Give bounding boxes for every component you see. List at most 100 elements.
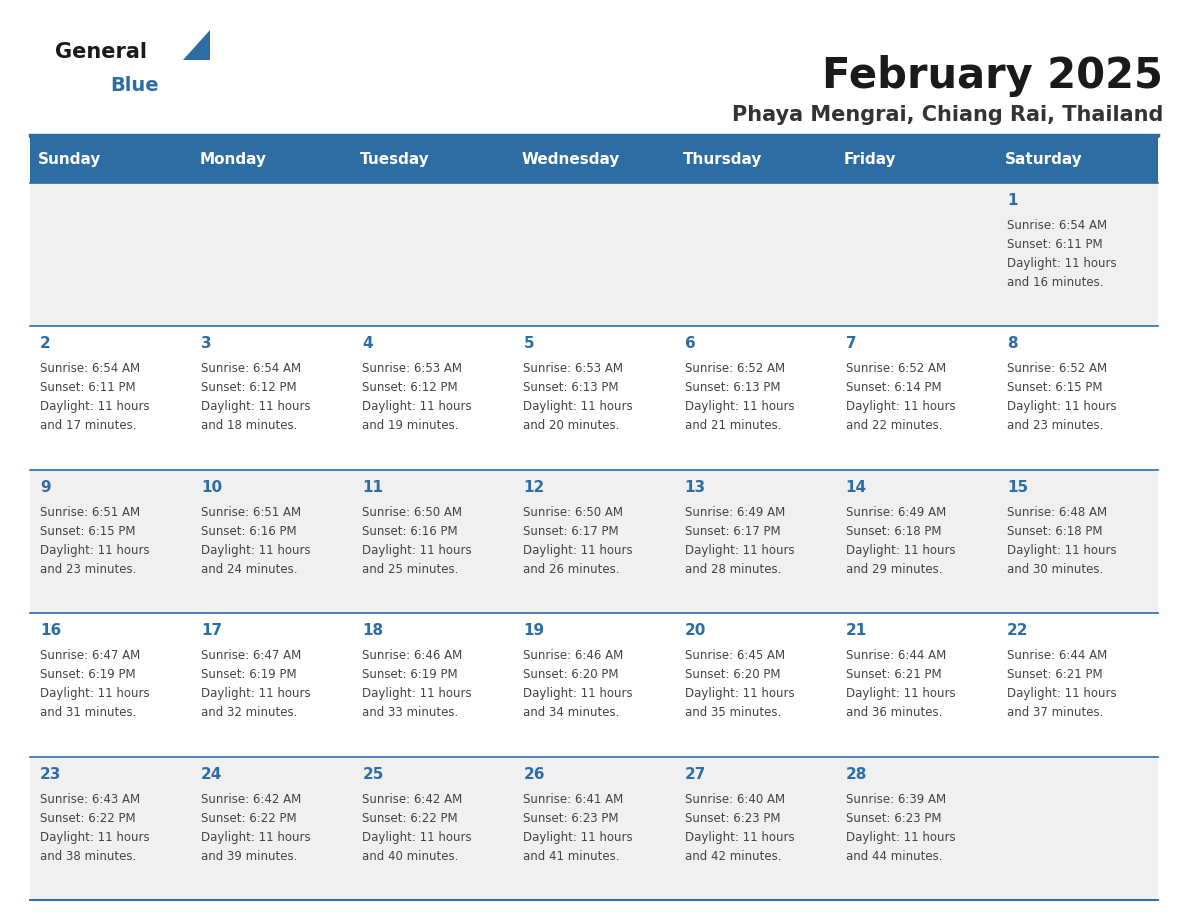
Text: 4: 4 (362, 336, 373, 352)
Bar (675, 137, 835, 183)
Text: 2: 2 (40, 336, 51, 352)
Text: 19: 19 (524, 623, 544, 638)
Text: Sunset: 6:23 PM: Sunset: 6:23 PM (524, 812, 619, 824)
Text: Daylight: 11 hours: Daylight: 11 hours (40, 400, 150, 413)
Text: Sunset: 6:21 PM: Sunset: 6:21 PM (846, 668, 941, 681)
Text: Daylight: 11 hours: Daylight: 11 hours (524, 831, 633, 844)
Text: Sunset: 6:20 PM: Sunset: 6:20 PM (684, 668, 781, 681)
Text: Daylight: 11 hours: Daylight: 11 hours (524, 543, 633, 557)
Text: Sunrise: 6:41 AM: Sunrise: 6:41 AM (524, 792, 624, 806)
Bar (835, 613, 997, 756)
Text: Sunset: 6:19 PM: Sunset: 6:19 PM (40, 668, 135, 681)
Bar (513, 327, 675, 470)
Text: and 42 minutes.: and 42 minutes. (684, 849, 781, 863)
Text: 13: 13 (684, 480, 706, 495)
Bar (30, 756, 191, 900)
Text: Daylight: 11 hours: Daylight: 11 hours (846, 831, 955, 844)
Bar (513, 756, 675, 900)
Text: 24: 24 (201, 767, 222, 781)
Text: Sunrise: 6:50 AM: Sunrise: 6:50 AM (524, 506, 624, 519)
Text: and 36 minutes.: and 36 minutes. (846, 706, 942, 719)
Text: 3: 3 (201, 336, 211, 352)
Bar (997, 183, 1158, 327)
Text: and 25 minutes.: and 25 minutes. (362, 563, 459, 576)
Bar (835, 470, 997, 613)
Text: Sunrise: 6:44 AM: Sunrise: 6:44 AM (1007, 649, 1107, 662)
Text: Sunrise: 6:52 AM: Sunrise: 6:52 AM (684, 363, 785, 375)
Text: Sunrise: 6:46 AM: Sunrise: 6:46 AM (524, 649, 624, 662)
Text: Sunrise: 6:44 AM: Sunrise: 6:44 AM (846, 649, 946, 662)
Text: Sunset: 6:19 PM: Sunset: 6:19 PM (362, 668, 457, 681)
Text: Sunrise: 6:52 AM: Sunrise: 6:52 AM (846, 363, 946, 375)
Text: Sunrise: 6:47 AM: Sunrise: 6:47 AM (201, 649, 302, 662)
Bar (675, 756, 835, 900)
Text: and 28 minutes.: and 28 minutes. (684, 563, 781, 576)
Text: 20: 20 (684, 623, 706, 638)
Text: Sunrise: 6:54 AM: Sunrise: 6:54 AM (201, 363, 302, 375)
Bar (675, 613, 835, 756)
Text: Daylight: 11 hours: Daylight: 11 hours (1007, 543, 1117, 557)
Bar (513, 137, 675, 183)
Text: 27: 27 (684, 767, 706, 781)
Text: 28: 28 (846, 767, 867, 781)
Text: Sunset: 6:12 PM: Sunset: 6:12 PM (362, 381, 457, 395)
Text: Sunset: 6:16 PM: Sunset: 6:16 PM (201, 525, 297, 538)
Text: Sunrise: 6:43 AM: Sunrise: 6:43 AM (40, 792, 140, 806)
Text: Daylight: 11 hours: Daylight: 11 hours (1007, 688, 1117, 700)
Text: Daylight: 11 hours: Daylight: 11 hours (1007, 257, 1117, 270)
Text: and 38 minutes.: and 38 minutes. (40, 849, 137, 863)
Bar (353, 470, 513, 613)
Text: 6: 6 (684, 336, 695, 352)
Text: and 18 minutes.: and 18 minutes. (201, 420, 297, 432)
Text: Sunrise: 6:54 AM: Sunrise: 6:54 AM (40, 363, 140, 375)
Bar (835, 183, 997, 327)
Text: 8: 8 (1007, 336, 1017, 352)
Text: Daylight: 11 hours: Daylight: 11 hours (362, 688, 472, 700)
Text: and 40 minutes.: and 40 minutes. (362, 849, 459, 863)
Text: Sunrise: 6:48 AM: Sunrise: 6:48 AM (1007, 506, 1107, 519)
Text: Sunset: 6:18 PM: Sunset: 6:18 PM (846, 525, 941, 538)
Text: and 21 minutes.: and 21 minutes. (684, 420, 781, 432)
Text: 25: 25 (362, 767, 384, 781)
Bar (191, 327, 353, 470)
Text: 22: 22 (1007, 623, 1029, 638)
Text: Sunrise: 6:54 AM: Sunrise: 6:54 AM (1007, 219, 1107, 232)
Bar (675, 183, 835, 327)
Text: Sunrise: 6:50 AM: Sunrise: 6:50 AM (362, 506, 462, 519)
Text: Sunrise: 6:49 AM: Sunrise: 6:49 AM (846, 506, 946, 519)
Text: 10: 10 (201, 480, 222, 495)
Text: Wednesday: Wednesday (522, 152, 620, 167)
Text: Sunset: 6:15 PM: Sunset: 6:15 PM (1007, 381, 1102, 395)
Text: Sunrise: 6:53 AM: Sunrise: 6:53 AM (524, 363, 624, 375)
Text: Daylight: 11 hours: Daylight: 11 hours (684, 831, 795, 844)
Text: February 2025: February 2025 (822, 55, 1163, 97)
Text: Phaya Mengrai, Chiang Rai, Thailand: Phaya Mengrai, Chiang Rai, Thailand (732, 105, 1163, 125)
Bar (353, 137, 513, 183)
Bar (835, 327, 997, 470)
Bar (675, 470, 835, 613)
Text: Daylight: 11 hours: Daylight: 11 hours (40, 688, 150, 700)
Text: Sunset: 6:21 PM: Sunset: 6:21 PM (1007, 668, 1102, 681)
Text: and 26 minutes.: and 26 minutes. (524, 563, 620, 576)
Text: Sunset: 6:17 PM: Sunset: 6:17 PM (524, 525, 619, 538)
Text: Sunrise: 6:49 AM: Sunrise: 6:49 AM (684, 506, 785, 519)
Text: and 35 minutes.: and 35 minutes. (684, 706, 781, 719)
Text: and 29 minutes.: and 29 minutes. (846, 563, 942, 576)
Text: Sunset: 6:15 PM: Sunset: 6:15 PM (40, 525, 135, 538)
Text: Sunrise: 6:52 AM: Sunrise: 6:52 AM (1007, 363, 1107, 375)
Bar (191, 756, 353, 900)
Text: 23: 23 (40, 767, 62, 781)
Text: 15: 15 (1007, 480, 1028, 495)
Bar (30, 327, 191, 470)
Text: and 30 minutes.: and 30 minutes. (1007, 563, 1104, 576)
Text: and 24 minutes.: and 24 minutes. (201, 563, 298, 576)
Text: Sunset: 6:23 PM: Sunset: 6:23 PM (684, 812, 781, 824)
Text: Sunrise: 6:53 AM: Sunrise: 6:53 AM (362, 363, 462, 375)
Text: and 44 minutes.: and 44 minutes. (846, 849, 942, 863)
Text: Tuesday: Tuesday (360, 152, 430, 167)
Text: Friday: Friday (843, 152, 897, 167)
Bar (191, 613, 353, 756)
Bar (513, 183, 675, 327)
Bar (30, 137, 191, 183)
Bar (513, 613, 675, 756)
